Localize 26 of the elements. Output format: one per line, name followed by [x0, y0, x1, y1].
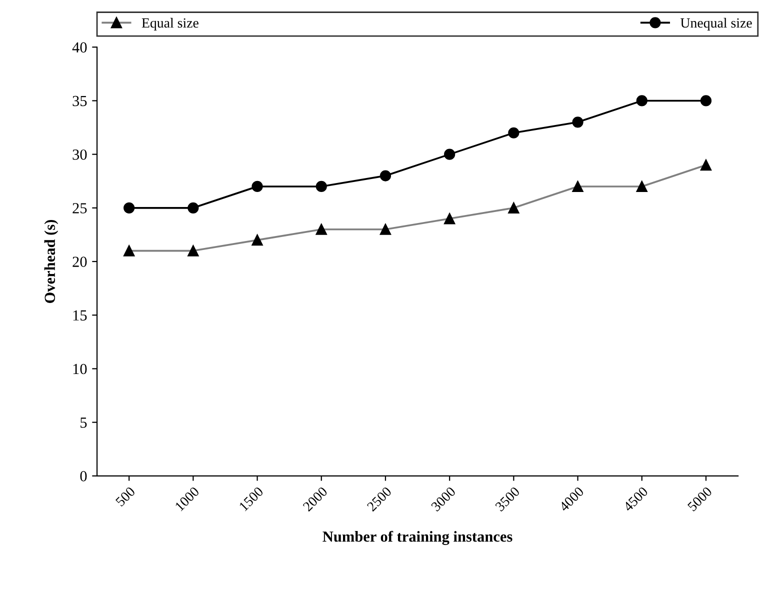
point	[316, 180, 327, 192]
point	[188, 202, 199, 214]
y-tick-label: 40	[72, 42, 87, 53]
y-axis-title: Overhead (s)	[44, 220, 58, 303]
y-tick-label: 10	[73, 364, 87, 374]
legend-label: Unequal size	[680, 18, 752, 30]
x-tick-label: 4500	[622, 486, 648, 512]
point	[508, 127, 520, 138]
y-tick-label: 35	[72, 96, 87, 106]
x-tick-label: 500	[115, 486, 136, 507]
y-tick-label: 20	[72, 256, 87, 267]
x-axis-title: Number of training instances	[322, 530, 512, 545]
y-tick-label: 30	[72, 149, 87, 160]
legend-label: Equal size	[142, 18, 198, 30]
x-tick-label: 4000	[558, 486, 584, 512]
point	[572, 116, 584, 128]
y-tick-label: 25	[72, 203, 87, 214]
point	[380, 170, 392, 182]
y-tick-label: 0	[80, 471, 87, 482]
y-tick-label: 5	[80, 418, 87, 428]
point	[444, 148, 456, 160]
point	[700, 95, 712, 106]
y-tick-label: 15	[73, 310, 87, 321]
point	[252, 180, 263, 192]
point	[636, 95, 648, 106]
point	[124, 202, 135, 214]
